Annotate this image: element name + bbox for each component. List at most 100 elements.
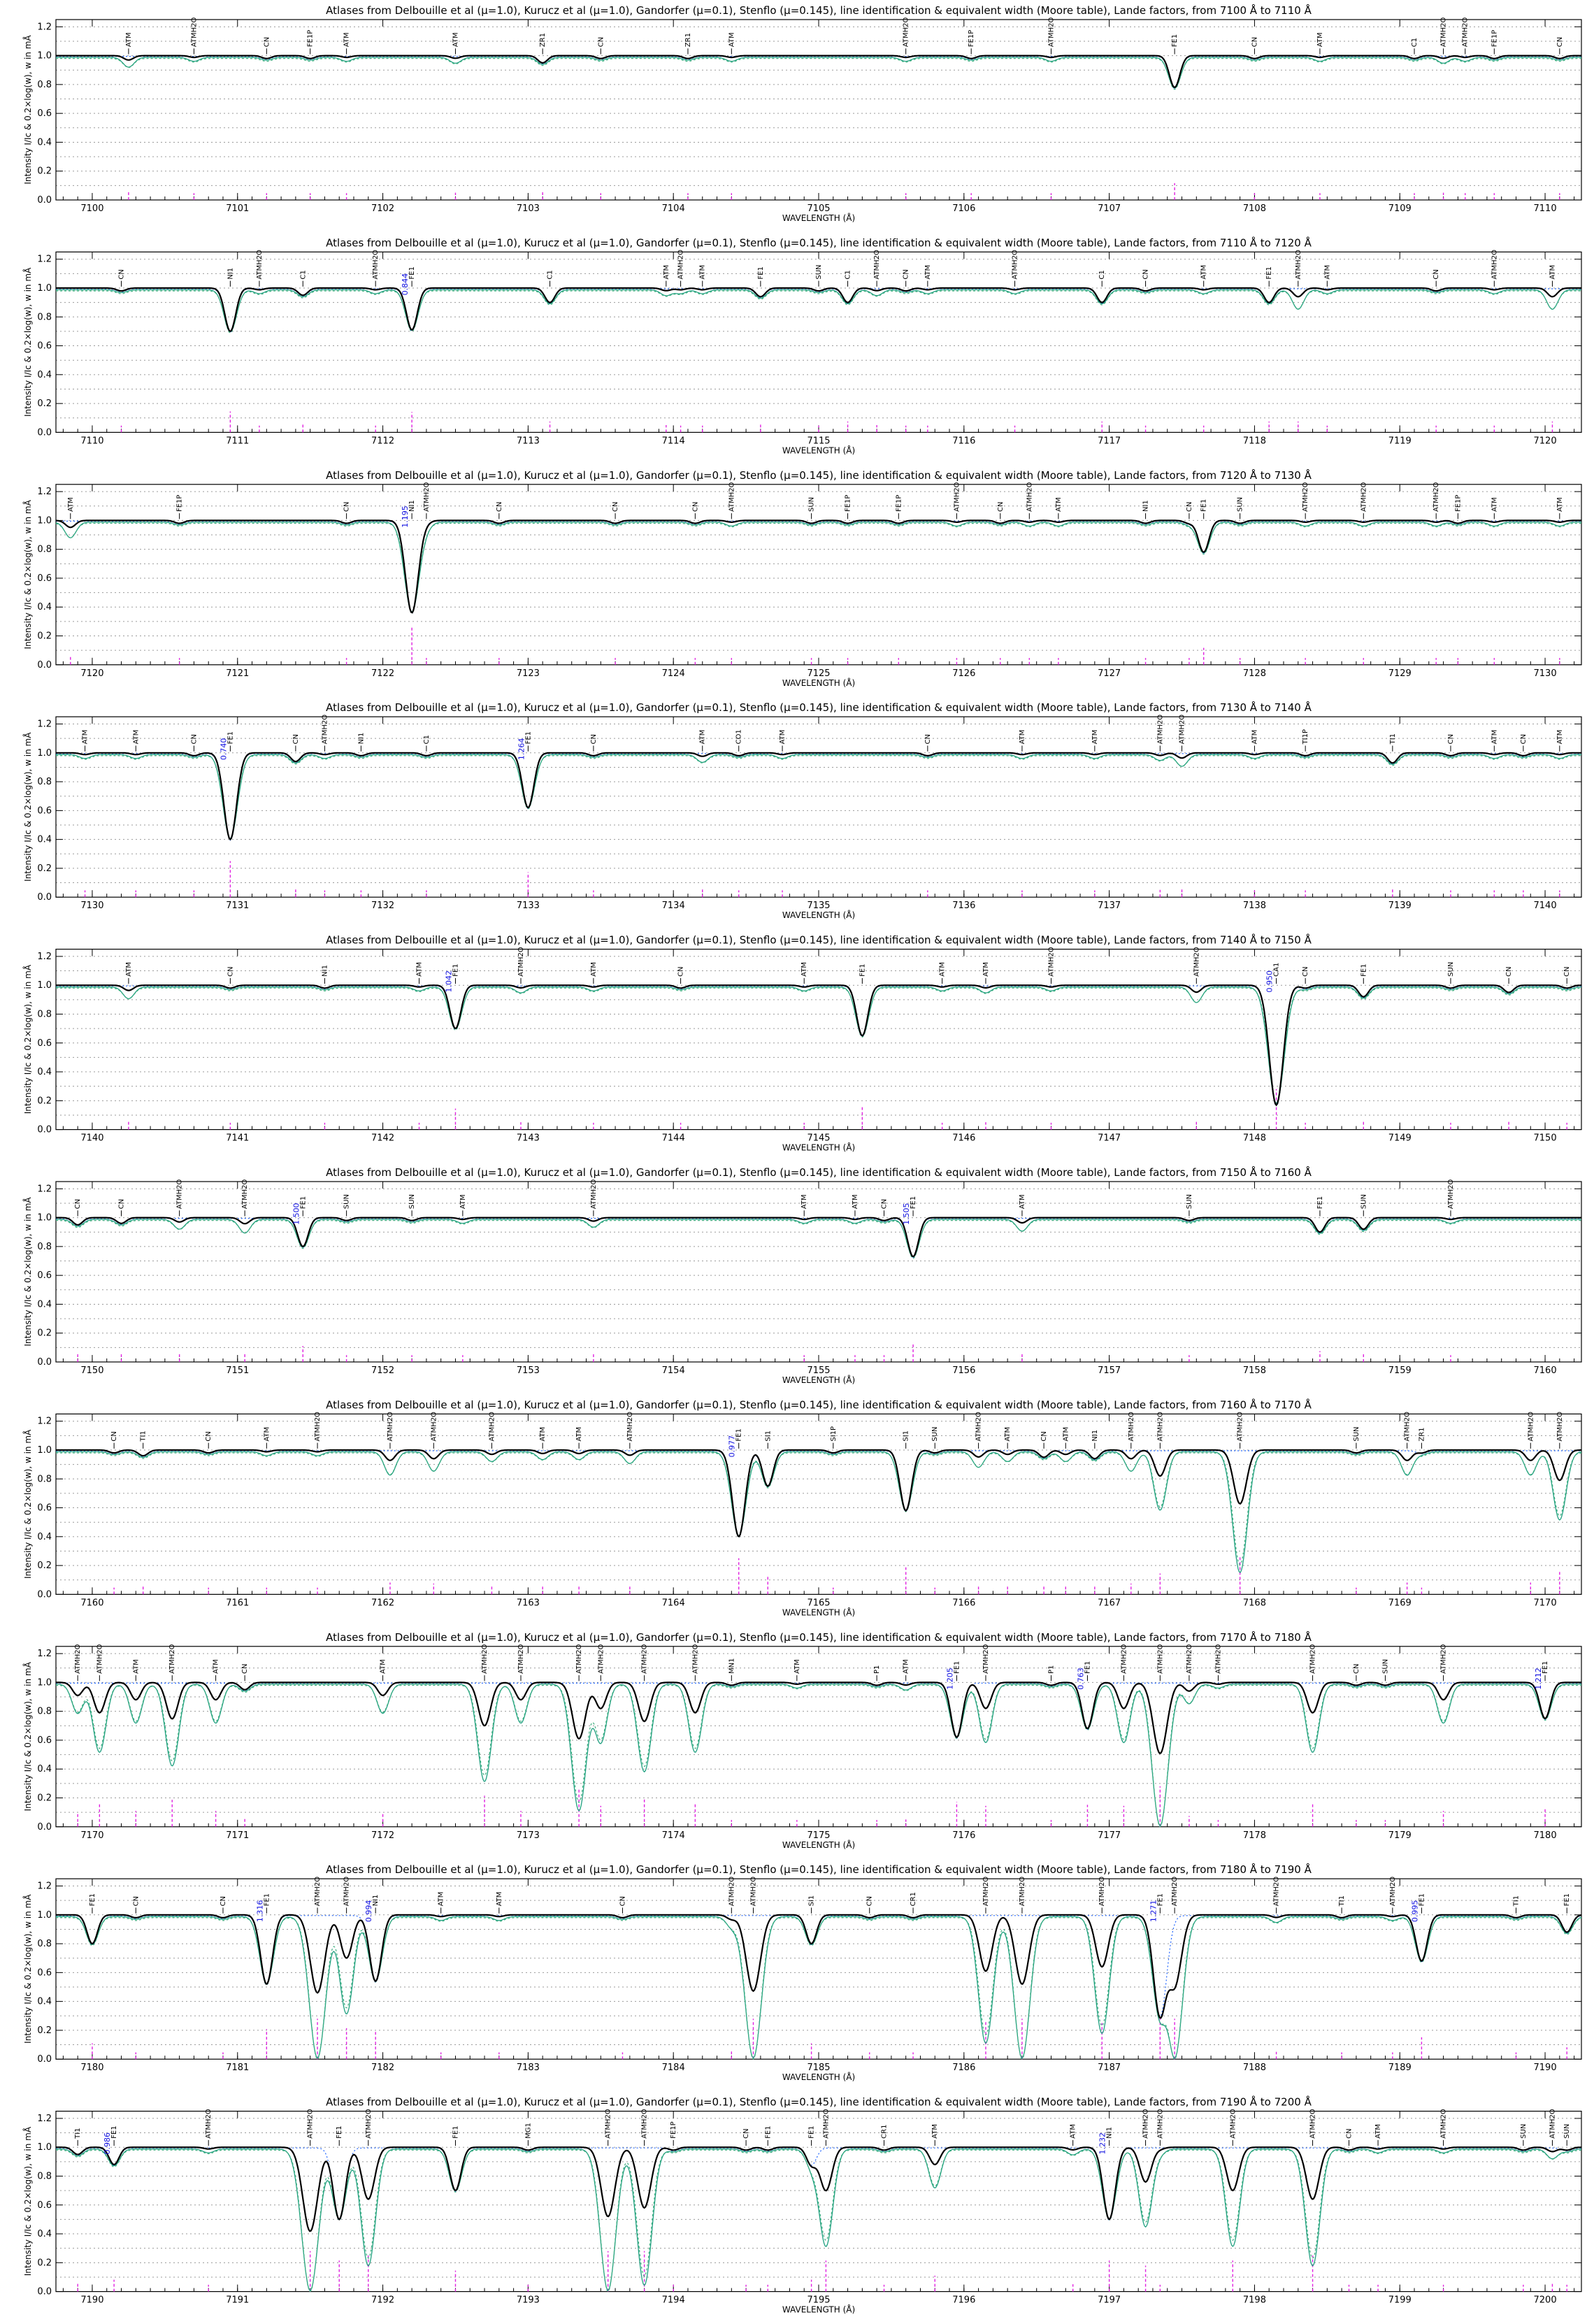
ew-label: 1.316 [255, 1900, 264, 1923]
x-tick-label: 7164 [662, 1598, 685, 1608]
line-id-label: ATM [1491, 497, 1498, 512]
x-tick-label: 7131 [226, 901, 249, 911]
line-id-label: ATMH2O [372, 250, 380, 280]
y-tick-label: 0.4 [37, 835, 52, 845]
y-tick-label: 0.8 [37, 1474, 52, 1484]
line-id-label: P1 [873, 1665, 881, 1674]
y-tick-label: 0.2 [37, 1561, 52, 1571]
y-tick-label: 0.2 [37, 1096, 52, 1106]
x-tick-label: 7173 [517, 1830, 540, 1841]
line-id-label: SI1P [830, 1426, 838, 1442]
x-tick-label: 7107 [1098, 203, 1121, 214]
y-tick-label: 0.0 [37, 1125, 52, 1135]
line-id-label: NI1 [1106, 2127, 1114, 2139]
line-id-label: ATM [1070, 2124, 1077, 2139]
line-id-label: SUN [1360, 1194, 1367, 1209]
ew-label: 0.995 [1410, 1900, 1419, 1923]
y-tick-label: 0.0 [37, 2287, 52, 2297]
y-tick-label: 0.4 [37, 1067, 52, 1077]
line-id-label: ATM [903, 1659, 910, 1674]
line-id-label: ATMH2O [749, 1877, 757, 1907]
plot-frame [55, 948, 1582, 1131]
gandorfer-spectrum-line [56, 1219, 1581, 1258]
line-id-label: FE1 [1084, 1661, 1091, 1674]
line-id-label: FE1 [757, 266, 765, 279]
y-tick-label: 1.0 [37, 1213, 52, 1224]
line-id-label: FE1 [110, 2125, 118, 2138]
x-tick-label: 7153 [517, 1365, 540, 1376]
line-id-label: CN [612, 502, 619, 512]
line-id-label: C1 [1411, 38, 1419, 47]
kurucz-spectrum-line [56, 288, 1581, 333]
line-id-label: ATMH2O [1120, 1644, 1128, 1674]
x-tick-label: 7154 [662, 1365, 685, 1376]
delbouille-spectrum-line [56, 287, 1581, 333]
line-id-label: CN [881, 1199, 889, 1209]
line-id-label: ATM [416, 962, 424, 977]
line-id-label: ATM [343, 32, 351, 47]
panel-title: Atlases from Delbouille et al (μ=1.0), K… [326, 1863, 1312, 1876]
panel-title: Atlases from Delbouille et al (μ=1.0), K… [326, 933, 1312, 947]
stenflo-spectrum-line [56, 1220, 1581, 1259]
y-axis-label: Intensity I/Ic & 0.2×log(w), w in mÅ [22, 1429, 33, 1579]
line-id-label: CN [619, 1896, 626, 1906]
line-id-label: FE1 [1360, 963, 1367, 976]
y-tick-label: 1.0 [37, 283, 52, 294]
kurucz-spectrum-line [56, 985, 1581, 1107]
x-tick-label: 7180 [80, 2063, 103, 2073]
y-tick-label: 0.8 [37, 80, 52, 90]
line-id-label: ATM [800, 962, 808, 977]
line-id-label: CN [1505, 966, 1513, 976]
gandorfer-spectrum-line [56, 1684, 1581, 1826]
line-id-label: SI1 [764, 1430, 772, 1442]
y-axis-label: Intensity I/Ic & 0.2×log(w), w in mÅ [22, 1661, 33, 1811]
x-tick-label: 7102 [371, 203, 394, 214]
line-id-label: CN [1520, 734, 1528, 744]
line-id-label: ATMH2O [1556, 1412, 1564, 1442]
line-id-label: SUN [1381, 1659, 1389, 1674]
y-tick-label: 0.6 [37, 1038, 52, 1049]
x-tick-label: 7141 [226, 1133, 249, 1144]
ew-label: 0.763 [1076, 1667, 1085, 1690]
line-id-label: ATM [794, 1659, 801, 1674]
y-axis-label: Intensity I/Ic & 0.2×log(w), w in mÅ [22, 964, 33, 1114]
x-tick-label: 7158 [1243, 1365, 1266, 1376]
line-id-label: ATMH2O [575, 1644, 583, 1674]
x-tick-label: 7122 [371, 668, 394, 679]
stenflo-spectrum-line [56, 1452, 1582, 1565]
line-id-label: ATMH2O [481, 1644, 489, 1674]
line-id-label: SI1 [903, 1430, 910, 1442]
line-id-label: ATMH2O [691, 1644, 699, 1674]
line-id-label: TI1 [1338, 1895, 1346, 1907]
x-tick-label: 7125 [807, 668, 830, 679]
line-id-label: CN [118, 269, 126, 279]
x-axis-label: WAVELENGTH (Å) [782, 213, 855, 223]
line-id-label: FE1 [1265, 266, 1273, 279]
line-id-label: ATMH2O [343, 1877, 351, 1907]
x-axis-label: WAVELENGTH (Å) [782, 910, 855, 920]
line-id-label: FE1 [953, 1661, 961, 1674]
line-id-label: ATMH2O [1156, 715, 1164, 745]
line-id-label: ATMH2O [314, 1412, 322, 1442]
line-id-label: CN [1040, 1431, 1048, 1441]
panel-5: Atlases from Delbouille et al (μ=1.0), K… [22, 933, 1582, 1153]
line-id-label: ATMH2O [1156, 1412, 1164, 1442]
line-id-label: ATMH2O [1047, 947, 1055, 977]
y-tick-label: 0.8 [37, 1707, 52, 1717]
panel-title: Atlases from Delbouille et al (μ=1.0), K… [326, 1398, 1312, 1411]
line-id-label: ATMH2O [1404, 1412, 1412, 1442]
line-id-label: ATM [924, 265, 932, 280]
delbouille-spectrum-line [56, 1449, 1581, 1537]
y-axis-label: Intensity I/Ic & 0.2×log(w), w in mÅ [22, 267, 33, 417]
line-id-label: ATMH2O [605, 2109, 612, 2139]
panel-7: Atlases from Delbouille et al (μ=1.0), K… [22, 1398, 1582, 1617]
x-tick-label: 7109 [1388, 203, 1412, 214]
line-id-label: ATMH2O [1273, 1877, 1281, 1907]
gandorfer-spectrum-line [56, 2149, 1582, 2291]
x-tick-label: 7163 [517, 1598, 540, 1608]
line-id-label: ATMH2O [1019, 1877, 1026, 1907]
line-id-label: CN [1346, 2128, 1354, 2138]
x-tick-label: 7111 [226, 436, 249, 446]
line-id-label: ATMH2O [1309, 1644, 1317, 1674]
y-tick-label: 0.6 [37, 1270, 52, 1281]
